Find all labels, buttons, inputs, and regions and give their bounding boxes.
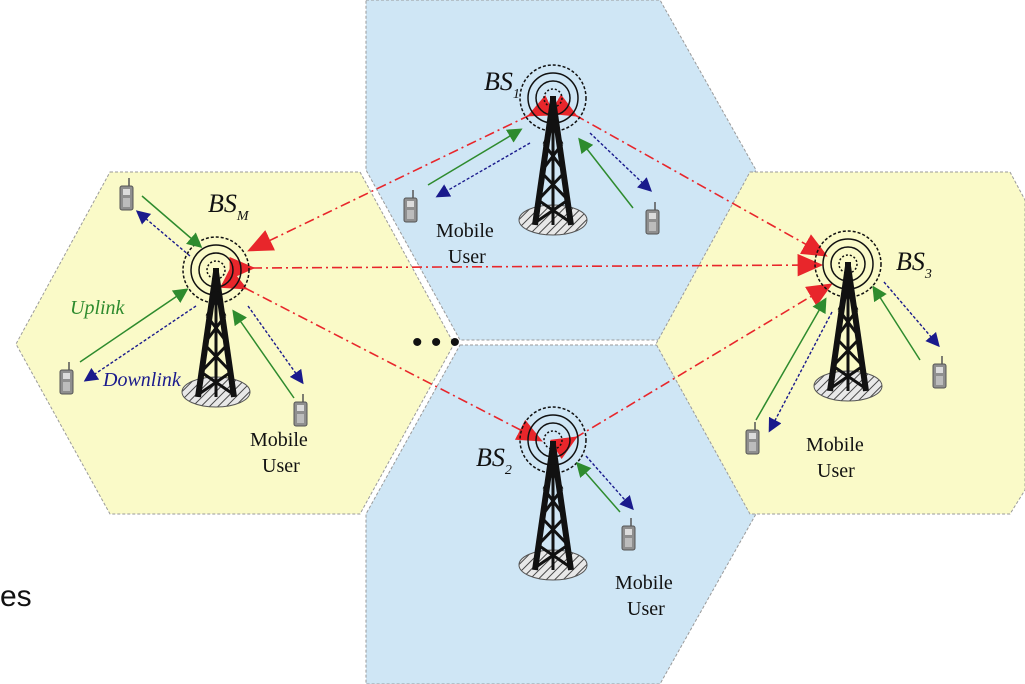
bsm-sub-label: M [236,209,250,224]
uplink-label: Uplink [70,297,126,319]
bs2-sub-label: 2 [505,463,512,478]
backhaul-bs1-bsm [247,95,556,252]
backhaul-links [219,94,833,460]
bs3-user-label-line2: User [817,460,855,482]
bs2-user-label-line1: Mobile [615,572,673,594]
downlink-label: Downlink [102,369,182,391]
bsm-user-label-line2: User [262,455,300,477]
svg-text:BS1: BS1 [484,67,520,102]
svg-text:BS3: BS3 [896,247,932,282]
cut-off-text: es [0,580,32,613]
base-station-bsm: BSM Uplink Downlink Mobile User [59,177,308,477]
backhaul-bs1-bs3 [549,94,828,257]
svg-text:BS2: BS2 [476,443,512,478]
bs2-user-label-line2: User [627,598,665,620]
svg-text:BSM: BSM [208,189,250,224]
bsm-main-label: BS [208,189,237,218]
bs1-sub-label: 1 [513,87,520,102]
more-cells-ellipsis: • • • [412,326,460,359]
bs1-main-label: BS [484,67,513,96]
bs1-user-label-line1: Mobile [436,220,494,242]
bsm-user-label-line1: Mobile [250,429,308,451]
bs2-main-label: BS [476,443,505,472]
base-station-bs3: BS3 Mobile User [745,230,947,482]
cell-bsm [15,171,455,515]
bs1-user-label-line2: User [448,246,486,268]
backhaul-bs2-bs3 [550,283,833,460]
base-station-bs1: BS1 Mobile User [403,64,660,268]
backhaul-bsm-bs3 [229,253,824,280]
bs3-user-label-line1: Mobile [806,434,864,456]
bs3-sub-label: 3 [924,267,932,282]
bs3-main-label: BS [896,247,925,276]
backhaul-bsm-bs2 [219,267,543,442]
base-station-bs2: BS2 Mobile User [476,406,673,620]
